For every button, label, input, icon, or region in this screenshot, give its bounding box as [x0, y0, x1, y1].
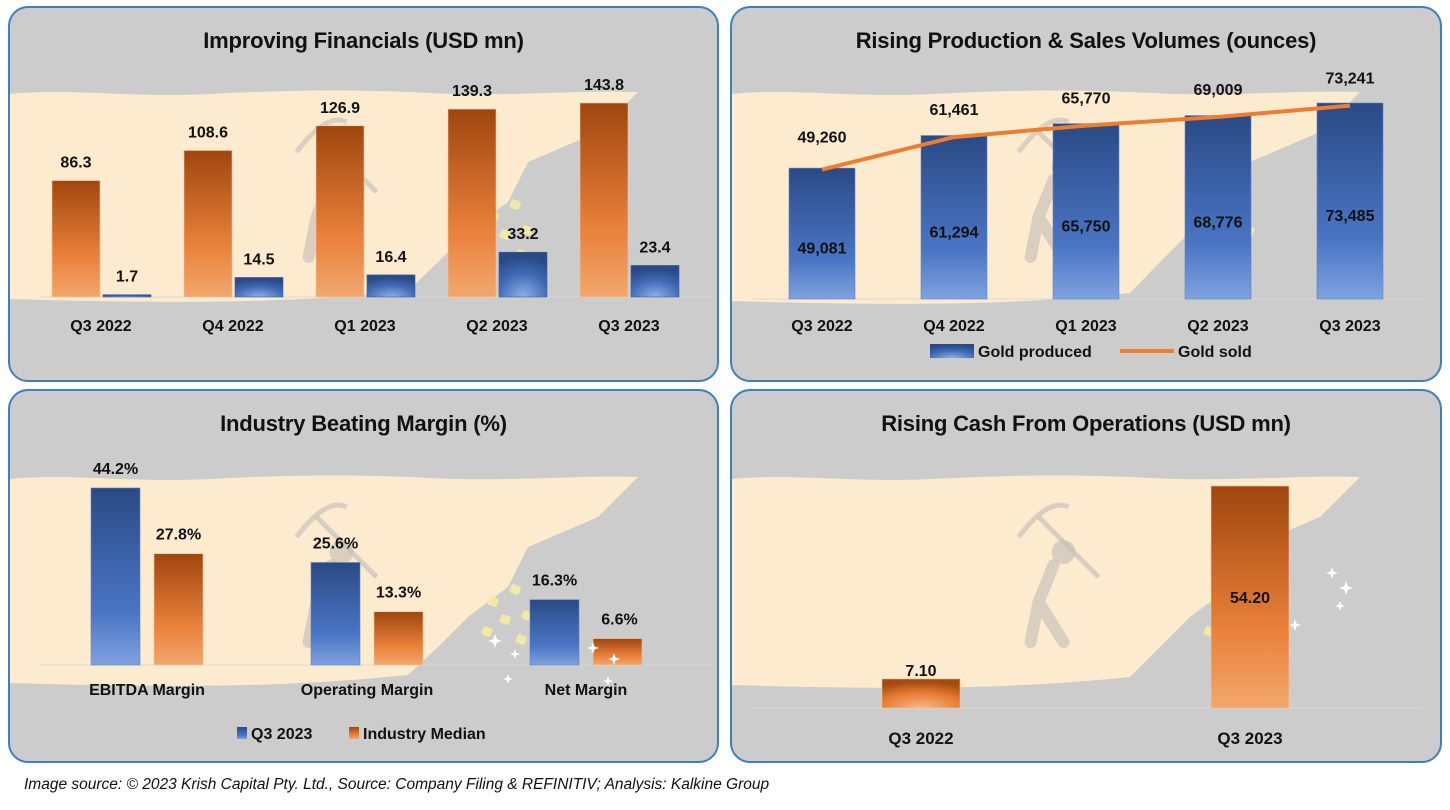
sparkle-icon: [503, 674, 513, 684]
data-label-gold-produced: 73,485: [1326, 208, 1375, 225]
data-label-gold-produced: 61,294: [930, 224, 979, 241]
data-label: 13.3%: [376, 585, 421, 602]
data-label: 7.10: [905, 663, 936, 680]
bar-blue: [367, 275, 415, 297]
x-tick-label: Q3 2023: [598, 318, 659, 335]
data-label: 139.3: [452, 83, 492, 100]
sparkle-icon: [1339, 581, 1353, 595]
x-tick-label: Q4 2022: [202, 318, 263, 335]
chart-production-sales: 49,081 Q3 2022 61,294 Q4 2022 65,750 Q1 2023 6…: [732, 8, 1442, 382]
bar-blue: [631, 265, 679, 297]
gold-nugget-icon: [481, 626, 493, 638]
data-label: 16.4: [375, 249, 406, 266]
x-tick-label: Operating Margin: [301, 682, 433, 699]
data-label-gold-sold: 65,770: [1062, 91, 1111, 108]
bar-orange: [184, 150, 232, 297]
x-tick-label: Q3 2022: [888, 729, 953, 748]
bar-industry-median: [154, 554, 203, 665]
legend-swatch-gold-produced: [930, 344, 974, 358]
panel-cash-operations: 7.10 Q3 2022 54.20 Q3 2023 Rising Cash From…: [730, 389, 1442, 763]
data-label-gold-sold: 69,009: [1194, 82, 1243, 99]
data-label-gold-produced: 65,750: [1062, 218, 1111, 235]
bar-q3-2023: [530, 600, 579, 665]
chart-title: Improving Financials (USD mn): [10, 28, 717, 54]
x-tick-label: Q2 2023: [466, 318, 527, 335]
image-source-footnote: Image source: © 2023 Krish Capital Pty. …: [24, 776, 769, 794]
bar-orange: [580, 103, 628, 297]
legend-swatch-q3-2023: [237, 727, 247, 739]
bar-industry-median: [374, 612, 423, 665]
bar-gold-produced: [789, 168, 855, 299]
data-label: 23.4: [639, 239, 670, 256]
data-label-gold-sold: 61,461: [930, 102, 979, 119]
chart-title: Industry Beating Margin (%): [10, 411, 717, 437]
legend-label-q3-2023: Q3 2023: [251, 726, 312, 743]
data-label: 6.6%: [601, 612, 637, 629]
x-tick-label: Q4 2022: [923, 318, 984, 335]
bar-cash-from-operations: [882, 679, 960, 708]
x-tick-label: EBITDA Margin: [89, 682, 205, 699]
chart-title: Rising Cash From Operations (USD mn): [732, 411, 1440, 437]
bar-orange: [448, 109, 496, 297]
chart-cash-operations: 7.10 Q3 2022 54.20 Q3 2023: [732, 391, 1442, 763]
x-tick-label: Q1 2023: [1055, 318, 1116, 335]
bar-q3-2023: [311, 562, 360, 665]
gold-nugget-icon: [515, 634, 527, 646]
data-label: 108.6: [188, 124, 228, 141]
panel-production-sales: 49,081 Q3 2022 61,294 Q4 2022 65,750 Q1 2023 6…: [730, 6, 1442, 382]
x-tick-label: Q3 2023: [1319, 318, 1380, 335]
bar-industry-median: [593, 639, 642, 665]
gold-nugget-icon: [499, 614, 511, 626]
data-label: 54.20: [1230, 590, 1270, 607]
bar-blue: [103, 295, 151, 297]
data-label: 86.3: [60, 155, 91, 172]
data-label: 16.3%: [532, 573, 577, 590]
bar-q3-2023: [91, 488, 140, 665]
data-label: 44.2%: [93, 461, 138, 478]
chart-improving-financials: 86.3 1.7 Q3 2022 108.6 14.5 Q4 2022 126.9 16.4 Q…: [10, 8, 719, 382]
x-tick-label: Q3 2023: [1217, 729, 1282, 748]
panel-industry-margin: 44.2% 27.8% EBITDA Margin 25.6% 13.3% Operati…: [8, 389, 719, 763]
x-tick-label: Q3 2022: [70, 318, 131, 335]
chart-title: Rising Production & Sales Volumes (ounce…: [732, 28, 1440, 54]
x-tick-label: Net Margin: [545, 682, 628, 699]
sparkle-icon: [1289, 619, 1301, 631]
legend-swatch-industry-median: [349, 727, 359, 739]
data-label-gold-produced: 49,081: [798, 241, 847, 258]
gold-nugget-icon: [509, 584, 521, 596]
data-label-gold-produced: 68,776: [1194, 214, 1243, 231]
data-label-gold-sold: 49,260: [798, 130, 847, 147]
panel-improving-financials: 86.3 1.7 Q3 2022 108.6 14.5 Q4 2022 126.9 16.4 Q…: [8, 6, 719, 382]
x-tick-label: Q2 2023: [1187, 318, 1248, 335]
data-label: 126.9: [320, 100, 360, 117]
bar-blue: [499, 252, 547, 297]
sparkle-icon: [1335, 601, 1345, 611]
bar-blue: [235, 277, 283, 297]
gold-nugget-icon: [509, 199, 521, 211]
data-label: 14.5: [243, 251, 274, 268]
data-label: 33.2: [507, 226, 538, 243]
bar-orange: [52, 181, 100, 297]
x-tick-label: Q1 2023: [334, 318, 395, 335]
legend-label-industry-median: Industry Median: [363, 726, 486, 743]
chart-industry-margin: 44.2% 27.8% EBITDA Margin 25.6% 13.3% Operati…: [10, 391, 719, 763]
sparkle-icon: [510, 649, 520, 659]
bar-orange: [316, 126, 364, 297]
bar-gold-produced: [921, 136, 987, 299]
bar-gold-produced: [1053, 124, 1119, 299]
legend-label-gold-produced: Gold produced: [978, 344, 1092, 361]
data-label: 25.6%: [313, 535, 358, 552]
bar-gold-produced: [1317, 103, 1383, 299]
legend-label-gold-sold: Gold sold: [1178, 344, 1252, 361]
x-tick-label: Q3 2022: [791, 318, 852, 335]
data-label: 143.8: [584, 77, 624, 94]
bar-gold-produced: [1185, 116, 1251, 299]
data-label: 1.7: [116, 269, 138, 286]
data-label-gold-sold: 73,241: [1326, 71, 1375, 88]
sparkle-icon: [1326, 567, 1338, 579]
data-label: 27.8%: [156, 527, 201, 544]
